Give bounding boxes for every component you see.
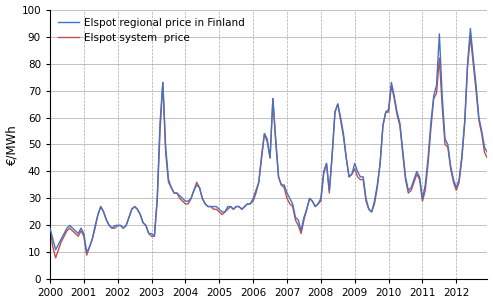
Elspot regional price in Finland xyxy=(115,224,121,227)
Elspot system  price xyxy=(388,83,394,87)
Elspot regional price in Finland xyxy=(267,156,273,160)
Elspot system  price xyxy=(47,226,53,230)
Elspot system  price xyxy=(115,224,121,227)
Elspot regional price in Finland xyxy=(467,27,473,30)
Elspot regional price in Finland xyxy=(84,250,90,254)
Elspot regional price in Finland xyxy=(388,81,394,84)
Elspot system  price xyxy=(273,140,279,143)
Line: Elspot system  price: Elspot system price xyxy=(50,36,493,258)
Elspot regional price in Finland xyxy=(273,137,279,141)
Elspot regional price in Finland xyxy=(357,175,363,179)
Elspot system  price xyxy=(53,256,59,260)
Legend: Elspot regional price in Finland, Elspot system  price: Elspot regional price in Finland, Elspot… xyxy=(55,15,248,46)
Elspot system  price xyxy=(267,156,273,160)
Elspot regional price in Finland xyxy=(321,170,327,173)
Y-axis label: €/MWh: €/MWh xyxy=(5,124,19,165)
Line: Elspot regional price in Finland: Elspot regional price in Finland xyxy=(50,29,493,252)
Elspot system  price xyxy=(357,178,363,181)
Elspot system  price xyxy=(321,172,327,176)
Elspot system  price xyxy=(467,35,473,38)
Elspot regional price in Finland xyxy=(47,226,53,230)
